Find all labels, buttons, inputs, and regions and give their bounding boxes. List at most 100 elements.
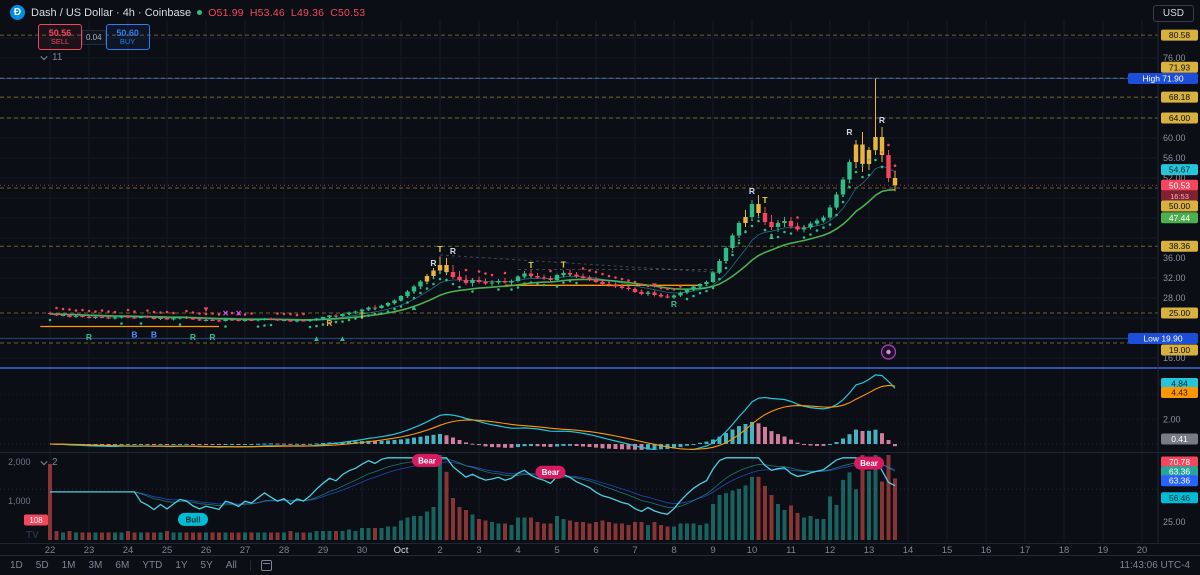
svg-text:12: 12 — [825, 545, 836, 556]
currency-button[interactable]: USD — [1152, 5, 1194, 22]
svg-text:16:53: 16:53 — [1170, 192, 1189, 201]
buy-price: 50.60 — [116, 27, 139, 38]
main-indicators-collapse[interactable]: 11 — [40, 52, 62, 63]
symbol-title[interactable]: Dash / US Dollar · 4h · Coinbase — [31, 6, 192, 19]
range-button-1d[interactable]: 1D — [10, 560, 23, 571]
svg-text:25.00: 25.00 — [1169, 308, 1191, 318]
svg-text:47.44: 47.44 — [1169, 213, 1191, 223]
range-button-5d[interactable]: 5D — [35, 560, 49, 571]
range-button-1m[interactable]: 1M — [61, 560, 76, 571]
bull-signal-badge: Bull — [178, 512, 208, 526]
svg-text:50.53: 50.53 — [1169, 180, 1191, 190]
range-button-all[interactable]: All — [225, 560, 237, 571]
svg-text:0.41: 0.41 — [1171, 434, 1188, 444]
svg-text:38.36: 38.36 — [1169, 241, 1191, 251]
bear-signal-badge: Bear — [535, 465, 566, 479]
svg-text:T: T — [359, 311, 365, 321]
svg-text:27: 27 — [240, 545, 251, 556]
svg-text:High 71.90: High 71.90 — [1142, 74, 1183, 84]
svg-text:R: R — [209, 332, 215, 342]
svg-text:▼: ▼ — [202, 305, 210, 314]
svg-text:16.00: 16.00 — [1163, 353, 1186, 363]
range-buttons: 1D 5D 1M 3M 6M YTD 1Y 5Y All — [10, 560, 272, 571]
svg-text:56.00: 56.00 — [1163, 153, 1186, 163]
svg-text:15: 15 — [942, 545, 953, 556]
svg-text:28.00: 28.00 — [1163, 293, 1186, 303]
svg-text:23: 23 — [84, 545, 95, 556]
range-button-5y[interactable]: 5Y — [200, 560, 213, 571]
market-status-icon — [197, 10, 203, 15]
svg-text:14: 14 — [903, 545, 914, 556]
sell-price: 50.56 — [48, 27, 72, 38]
svg-text:9: 9 — [710, 545, 715, 556]
svg-text:Bear: Bear — [418, 456, 436, 465]
svg-text:60.00: 60.00 — [1163, 133, 1186, 143]
svg-text:25: 25 — [162, 545, 173, 556]
sell-label: SELL — [50, 36, 70, 46]
svg-text:R: R — [846, 127, 852, 137]
svg-text:71.93: 71.93 — [1169, 62, 1191, 72]
svg-text:4.84: 4.84 — [1171, 379, 1188, 389]
svg-text:R: R — [430, 258, 436, 268]
buy-button[interactable]: 50.60 BUY — [105, 24, 150, 50]
bear-signal-badge: Bear — [412, 453, 442, 467]
svg-text:16: 16 — [981, 545, 992, 556]
svg-text:R: R — [879, 115, 885, 125]
svg-text:▲: ▲ — [768, 232, 776, 241]
svg-text:2: 2 — [437, 545, 442, 556]
svg-text:B: B — [151, 330, 157, 340]
spread-value: 0.04 — [82, 29, 106, 45]
svg-text:T: T — [437, 244, 443, 254]
svg-text:17: 17 — [1020, 545, 1031, 556]
svg-text:52.00: 52.00 — [1163, 173, 1186, 183]
svg-text:63.36: 63.36 — [1169, 476, 1191, 486]
svg-text:×: × — [223, 309, 229, 320]
strategy-icon[interactable] — [880, 344, 897, 360]
svg-text:▲: ▲ — [313, 334, 321, 343]
oscillator-axis[interactable]: 4.844.43 2.00 0.41 — [1161, 378, 1198, 445]
svg-text:R: R — [749, 186, 755, 196]
svg-text:Bull: Bull — [185, 515, 200, 524]
svg-text:36.00: 36.00 — [1163, 253, 1186, 263]
svg-text:13: 13 — [864, 545, 875, 556]
svg-text:Low 19.90: Low 19.90 — [1143, 334, 1182, 344]
buy-label: BUY — [119, 36, 136, 46]
svg-text:24: 24 — [123, 545, 134, 556]
svg-text:18: 18 — [1059, 545, 1070, 556]
clock: 11:43:06 UTC-4 — [1119, 560, 1190, 571]
svg-text:108: 108 — [29, 516, 43, 525]
chevron-down-icon — [40, 460, 48, 465]
svg-text:29: 29 — [318, 545, 329, 556]
symbol-legend[interactable]: Ð Dash / US Dollar · 4h · Coinbase O51.9… — [10, 5, 365, 20]
range-button-ytd[interactable]: YTD — [142, 560, 163, 571]
go-to-date-icon[interactable] — [260, 560, 272, 571]
svg-text:▼: ▼ — [651, 281, 659, 290]
range-button-1y[interactable]: 1Y — [175, 560, 188, 571]
lower-indicators-collapse[interactable]: 2 — [40, 457, 58, 468]
svg-text:5: 5 — [554, 545, 559, 556]
svg-text:54.67: 54.67 — [1169, 165, 1191, 175]
svg-text:R: R — [190, 332, 196, 342]
svg-text:×: × — [236, 309, 242, 320]
svg-text:R: R — [450, 246, 456, 256]
sell-button[interactable]: 50.56 SELL — [38, 24, 82, 50]
chevron-down-icon — [40, 55, 48, 60]
svg-text:2.00: 2.00 — [1163, 414, 1181, 424]
svg-text:26: 26 — [201, 545, 212, 556]
svg-text:▲: ▲ — [339, 334, 347, 343]
time-axis[interactable]: 22 23 24 25 26 27 28 29 30 Oct 2 3 4 5 6 7 8 9 10 11 12 13 14 1… — [45, 545, 1148, 556]
svg-text:T: T — [561, 260, 567, 270]
ohlc-low: L49.36 — [290, 6, 325, 19]
lower-pane — [48, 455, 897, 541]
range-button-3m[interactable]: 3M — [88, 560, 103, 571]
main-pane: R B B R R▼ × ×▲ ▲RT▲RT RT T▼RRT▲RR — [47, 78, 898, 360]
svg-text:63.36: 63.36 — [1169, 467, 1191, 477]
range-button-6m[interactable]: 6M — [115, 560, 130, 571]
svg-text:76.00: 76.00 — [1163, 53, 1186, 63]
svg-text:4: 4 — [515, 545, 520, 556]
tradingview-watermark: TV — [26, 530, 39, 541]
price-levels — [0, 34, 1158, 344]
